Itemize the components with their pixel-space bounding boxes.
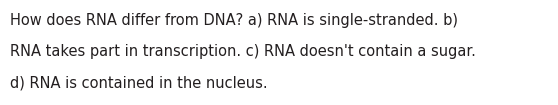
Text: RNA takes part in transcription. c) RNA doesn't contain a sugar.: RNA takes part in transcription. c) RNA …: [10, 44, 476, 59]
Text: d) RNA is contained in the nucleus.: d) RNA is contained in the nucleus.: [10, 76, 268, 91]
Text: How does RNA differ from DNA? a) RNA is single-stranded. b): How does RNA differ from DNA? a) RNA is …: [10, 13, 458, 28]
